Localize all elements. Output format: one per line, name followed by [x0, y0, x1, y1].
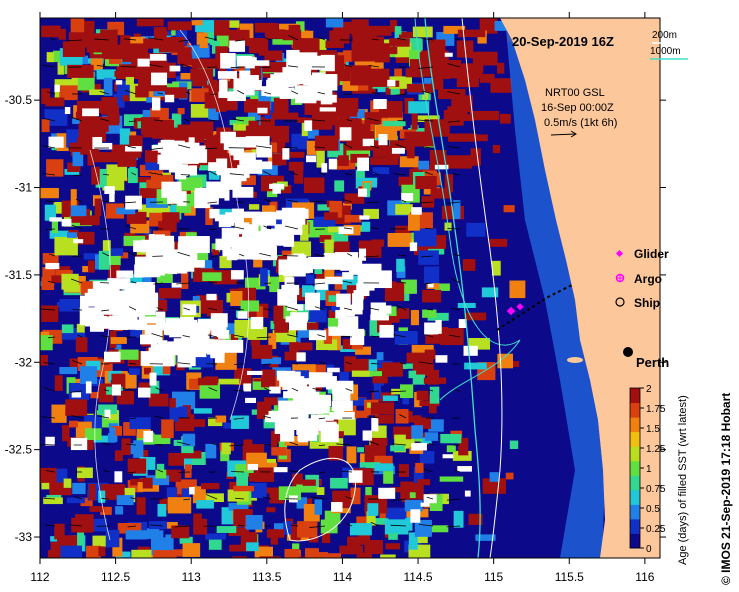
colorbar-tick-label: 1.5	[646, 424, 660, 435]
colorbar-segment	[630, 504, 640, 520]
colorbar-tick-label: 1.25	[646, 444, 666, 455]
ship-legend-icon	[615, 297, 625, 307]
legend-glider: Glider	[634, 247, 669, 261]
colorbar-segment	[630, 460, 640, 476]
x-tick-label: 113.5	[252, 570, 281, 584]
city-label-perth: Perth	[636, 355, 669, 370]
perth-city-marker	[623, 347, 633, 357]
colorbar-segment	[630, 533, 640, 549]
colorbar-segment	[630, 475, 640, 491]
rottnest-island	[567, 357, 583, 363]
colorbar-segment	[630, 489, 640, 505]
colorbar-ticks: 2 1.75 1.5 1.25 1 0.75 0.5 0.25 0	[640, 384, 666, 555]
colorbar-segment	[630, 388, 640, 404]
colorbar-segment	[630, 446, 640, 462]
colorbar-tick-label: 0	[646, 544, 652, 555]
x-tick-label: 115	[484, 570, 503, 584]
colorbar-segment	[630, 402, 640, 418]
x-tick-label: 112.5	[101, 570, 130, 584]
x-tick-label: 114	[333, 570, 352, 584]
credit-text: © IMOS 21-Sep-2019 17:18 Hobart	[719, 393, 733, 585]
contour-deep-2	[89, 149, 112, 541]
y-tick-label: -32	[15, 355, 33, 369]
glider-position-marker	[516, 303, 524, 311]
colorbar-tick-label: 2	[646, 384, 652, 395]
current-vectors	[40, 35, 461, 528]
plot-frame	[39, 17, 661, 559]
colorbar-segment	[630, 431, 640, 447]
colorbar-tick-label: 0.25	[646, 524, 666, 535]
argo-legend-icon	[615, 273, 625, 283]
scale-arrow-head	[570, 130, 577, 138]
x-axis: 112 112.5 113 113.5 114 114.5 115 115.5 116	[30, 12, 655, 584]
colorbar-segment	[630, 417, 640, 433]
colorbar	[630, 388, 640, 549]
x-tick-label: 113	[182, 570, 201, 584]
contour-1000m	[424, 18, 481, 558]
colorbar-tick-label: 1	[646, 464, 652, 475]
x-tick-label: 112	[30, 570, 49, 584]
legend-ship: Ship	[634, 296, 660, 310]
y-axis: -30.5 -31 -31.5 -32 -32.5 -33	[5, 93, 666, 544]
contour-1000m-branch	[414, 18, 521, 401]
contour-200m	[461, 18, 503, 558]
y-tick-label: -31	[15, 181, 33, 195]
y-tick-label: -31.5	[5, 268, 33, 282]
coastal-shelf-band	[505, 18, 605, 558]
glider-track	[496, 284, 573, 331]
x-tick-label: 114.5	[403, 570, 432, 584]
glider-legend-icon	[615, 249, 624, 258]
depth-legend-1000m: 1000m	[650, 46, 681, 57]
x-tick-label: 115.5	[555, 570, 584, 584]
no-data-regions	[45, 40, 478, 523]
colorbar-tick-label: 0.5	[646, 504, 660, 515]
currents-scale: 0.5m/s (1kt 6h)	[544, 117, 617, 129]
scale-arrow	[550, 133, 576, 136]
glider-position-marker	[506, 306, 516, 316]
legend-argo: Argo	[634, 272, 662, 286]
land-mass	[500, 18, 660, 558]
y-tick-label: -30.5	[5, 93, 33, 107]
x-tick-label: 116	[635, 570, 654, 584]
colorbar-tick-label: 0.75	[646, 484, 666, 495]
colorbar-segment	[630, 518, 640, 534]
depth-legend-200m: 200m	[652, 30, 677, 41]
currents-source: NRT00 GSL	[545, 87, 605, 99]
colorbar-tick-label: 1.75	[646, 404, 666, 415]
contour-200m-seamount	[284, 457, 357, 542]
y-tick-label: -32.5	[5, 443, 33, 457]
currents-date: 16-Sep 00:00Z	[541, 102, 614, 114]
contour-deep-1	[179, 29, 250, 421]
marker-legend: Glider Argo Ship	[615, 247, 669, 310]
map-title: 20-Sep-2019 16Z	[512, 34, 614, 49]
y-tick-label: -33	[15, 530, 33, 544]
colorbar-label: Age (days) of filled SST (wrt latest)	[677, 395, 689, 565]
